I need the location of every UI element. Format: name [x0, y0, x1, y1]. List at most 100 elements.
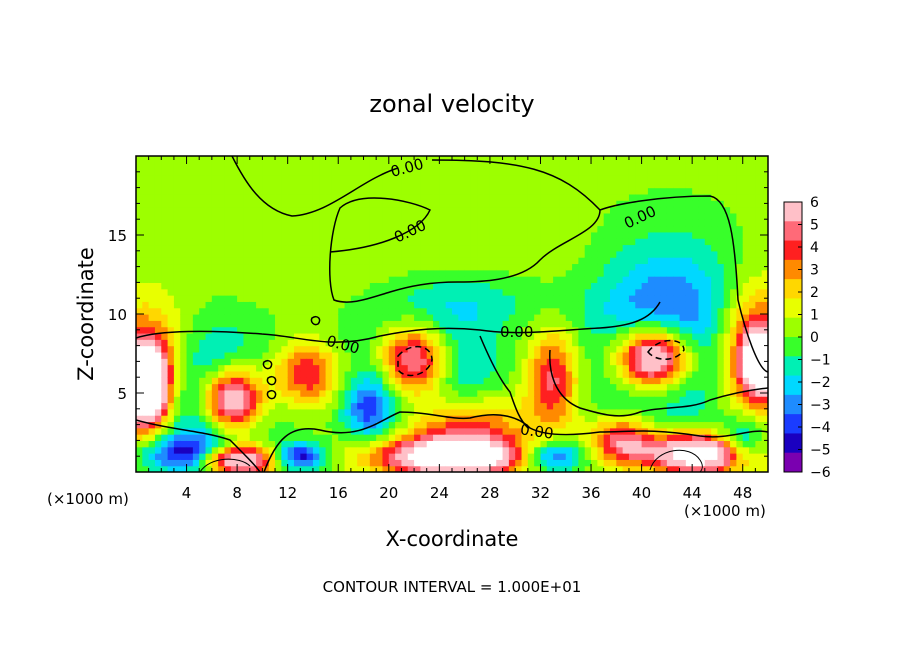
field-cell — [546, 156, 554, 163]
field-cell — [742, 250, 750, 258]
field-cell — [679, 269, 687, 277]
field-cell — [749, 396, 756, 404]
field-cell — [369, 276, 377, 283]
field-cell — [420, 257, 428, 265]
field-cell — [192, 257, 200, 265]
field-cell — [515, 263, 523, 271]
field-cell — [534, 332, 542, 340]
field-cell — [173, 244, 181, 252]
field-cell — [243, 339, 251, 347]
field-cell — [641, 156, 649, 163]
field-cell — [439, 238, 447, 246]
field-cell — [584, 307, 592, 315]
field-cell — [527, 364, 535, 372]
field-cell — [742, 320, 750, 328]
field-cell — [211, 440, 219, 448]
field-cell — [692, 446, 700, 454]
field-cell — [742, 351, 750, 359]
field-cell — [641, 377, 649, 385]
field-cell — [401, 212, 409, 220]
field-cell — [294, 465, 301, 472]
field-cell — [281, 162, 289, 170]
field-cell — [420, 370, 428, 378]
field-cell — [306, 187, 314, 195]
field-cell — [761, 377, 768, 385]
field-cell — [565, 200, 573, 208]
field-cell — [388, 238, 396, 246]
field-cell — [565, 282, 573, 290]
field-cell — [395, 427, 403, 435]
field-cell — [199, 257, 207, 265]
field-cell — [306, 212, 314, 220]
field-cell — [224, 402, 232, 410]
field-cell — [635, 301, 643, 309]
field-cell — [717, 408, 725, 416]
field-cell — [426, 288, 434, 296]
field-cell — [540, 446, 548, 454]
field-cell — [388, 181, 396, 189]
field-cell — [357, 421, 365, 429]
field-cell — [167, 421, 175, 429]
field-cell — [426, 446, 434, 454]
field-cell — [692, 345, 700, 353]
field-cell — [666, 156, 674, 163]
field-cell — [281, 370, 289, 378]
field-cell — [211, 434, 219, 441]
field-cell — [647, 219, 655, 227]
field-cell — [610, 295, 617, 302]
field-cell — [622, 459, 630, 467]
field-cell — [502, 231, 510, 239]
field-cell — [154, 269, 162, 277]
field-cell — [230, 288, 238, 296]
field-cell — [521, 389, 529, 397]
field-cell — [496, 421, 504, 429]
field-cell — [685, 174, 693, 182]
field-cell — [489, 225, 497, 233]
field-cell — [325, 396, 333, 404]
field-cell — [357, 238, 365, 246]
field-cell — [287, 181, 295, 189]
field-cell — [717, 219, 725, 227]
field-cell — [192, 320, 200, 328]
field-cell — [508, 301, 516, 309]
field-cell — [420, 181, 428, 189]
field-cell — [704, 231, 712, 239]
field-cell — [654, 358, 662, 366]
field-cell — [660, 396, 668, 404]
field-cell — [502, 364, 510, 372]
field-cell — [540, 307, 548, 315]
field-cell — [262, 250, 270, 258]
field-cell — [559, 446, 567, 454]
field-cell — [742, 453, 750, 460]
field-cell — [167, 301, 175, 309]
field-cell — [553, 326, 561, 334]
field-cell — [559, 459, 567, 467]
field-cell — [761, 282, 768, 290]
field-cell — [660, 238, 668, 246]
field-cell — [477, 389, 485, 397]
field-cell — [294, 453, 301, 460]
field-cell — [483, 351, 491, 359]
field-cell — [357, 181, 365, 189]
field-cell — [338, 453, 346, 460]
field-cell — [489, 383, 497, 391]
field-cell — [312, 351, 320, 359]
field-cell — [515, 351, 523, 359]
field-cell — [603, 250, 611, 258]
field-cell — [521, 320, 529, 328]
field-cell — [730, 295, 737, 302]
field-cell — [205, 339, 213, 347]
field-cell — [199, 332, 207, 340]
field-cell — [496, 383, 504, 391]
field-cell — [306, 332, 314, 340]
field-cell — [268, 364, 276, 372]
field-cell — [458, 358, 466, 366]
field-cell — [660, 358, 668, 366]
field-cell — [723, 174, 731, 182]
field-cell — [489, 351, 497, 359]
field-cell — [287, 440, 295, 448]
field-cell — [685, 427, 693, 435]
field-cell — [711, 156, 719, 163]
field-cell — [527, 332, 535, 340]
field-cell — [717, 282, 725, 290]
